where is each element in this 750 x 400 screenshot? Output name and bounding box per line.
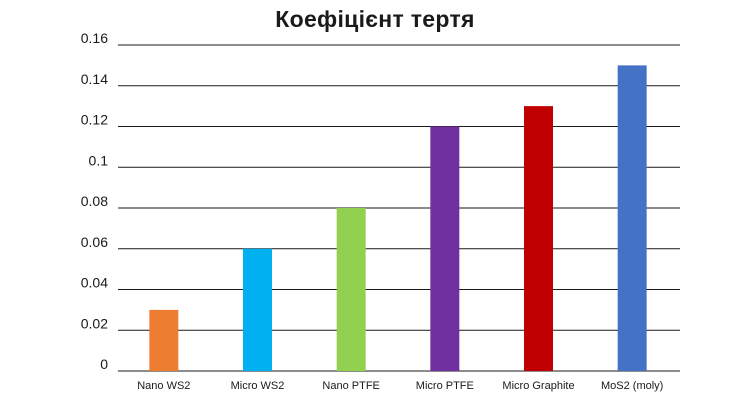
x-tick-label: Nano WS2 — [137, 380, 190, 392]
bar-micro-ptfe — [430, 126, 460, 371]
bar-nano-ptfe — [336, 208, 366, 371]
bar-micro-ws2 — [243, 248, 272, 371]
chart-title: Коефіцієнт тертя — [275, 6, 475, 32]
y-tick-label: 0.08 — [81, 193, 108, 209]
y-tick-label: 0 — [100, 356, 108, 372]
y-tick-label: 0.02 — [81, 315, 108, 331]
bars — [149, 65, 647, 371]
y-tick-label: 0.06 — [81, 234, 108, 250]
x-tick-label: MoS2 (moly) — [601, 380, 663, 392]
x-tick-label: Micro Graphite — [502, 380, 574, 392]
y-axis-ticks: 0 0.02 0.04 0.06 0.08 0.1 0.12 0.14 0.16 — [81, 30, 108, 372]
x-axis-ticks: Nano WS2 Micro WS2 Nano PTFE Micro PTFE Micr… — [137, 380, 663, 392]
bar-nano-ws2 — [149, 309, 179, 371]
y-tick-label: 0.1 — [89, 152, 109, 168]
y-tick-label: 0.04 — [81, 275, 108, 291]
x-tick-label: Micro PTFE — [416, 380, 474, 392]
x-tick-label: Nano PTFE — [322, 380, 379, 392]
y-tick-label: 0.12 — [81, 112, 108, 128]
bar-micro-graphite — [524, 106, 553, 371]
y-tick-label: 0.16 — [81, 30, 108, 46]
bar-mos2-moly — [617, 65, 647, 371]
y-tick-label: 0.14 — [81, 71, 108, 87]
x-tick-label: Micro WS2 — [231, 380, 285, 392]
gridlines — [118, 44, 680, 372]
